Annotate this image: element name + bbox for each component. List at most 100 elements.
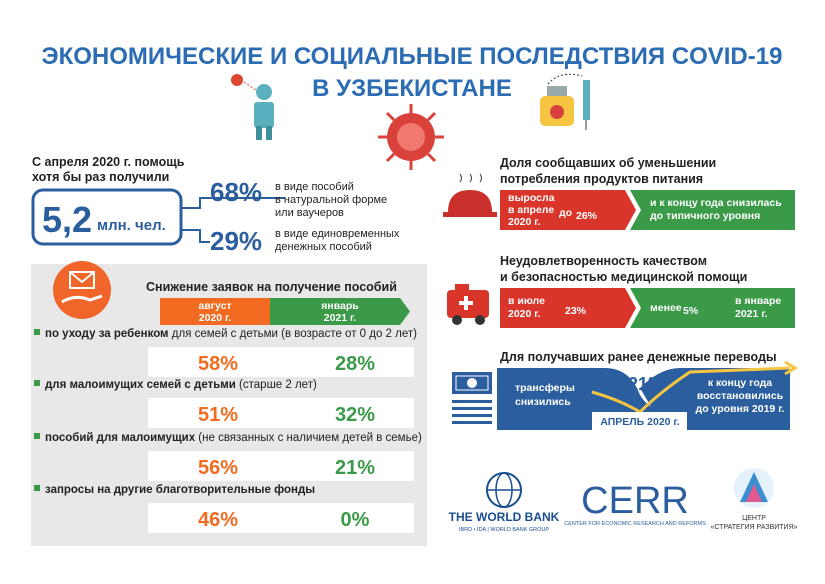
food-text: до типичного уровня	[650, 210, 760, 222]
total-box	[31, 188, 183, 246]
row-aug: 58%	[198, 353, 238, 375]
food-pct: 26%	[576, 210, 598, 222]
share-text: денежных пособий	[275, 241, 372, 253]
row-label-rest: (старше 2 лет)	[236, 379, 317, 391]
health-pct: 23%	[565, 305, 587, 317]
food-text: выросла	[508, 192, 555, 204]
col-jan-header	[270, 298, 410, 325]
row-label-rest: для семей с детьми (в возрасте от 0 до 2…	[169, 328, 418, 340]
logo-text: IBRD • IDA | WORLD BANK GROUP	[459, 527, 549, 533]
remit-text: к концу года	[708, 377, 772, 389]
col-aug-header	[160, 298, 270, 325]
health-text: менее	[650, 302, 682, 314]
person-icon	[231, 74, 274, 140]
share-text: или ваучеров	[275, 207, 344, 219]
remit-text: восстановились	[697, 390, 784, 402]
row-jan: 28%	[335, 353, 375, 375]
virus-icon	[378, 104, 444, 170]
row-aug: 51%	[198, 404, 238, 426]
remit-arrow	[784, 360, 798, 376]
aid-intro: хотя бы раз получили	[32, 170, 169, 184]
col-header-text: 2021 г.	[324, 312, 357, 324]
row-label-bold: по уходу за ребенком	[45, 328, 169, 340]
food-rose-box	[500, 190, 636, 230]
row-aug: 56%	[198, 457, 238, 479]
share-text: в виде единовременных	[275, 228, 400, 240]
logo-text: «СТРАТЕГИЯ РАЗВИТИЯ»	[710, 524, 797, 531]
col-header-text: 2020 г.	[199, 312, 232, 324]
cloche-icon	[443, 173, 497, 217]
row-label-bold: запросы на другие благотворительные фонд…	[45, 484, 315, 496]
title-line: В УЗБЕКИСТАНЕ	[312, 75, 512, 102]
row-bar	[148, 451, 414, 481]
title-line: ЭКОНОМИЧЕСКИЕ И СОЦИАЛЬНЫЕ ПОСЛЕДСТВИЯ C…	[42, 43, 783, 70]
share-29: 29%	[210, 226, 262, 256]
row-aug: 46%	[198, 509, 238, 531]
row-label-bold: для малоимущих семей с детьми	[45, 379, 236, 391]
money-icon	[452, 372, 492, 424]
food-text: и к концу года снизилась	[650, 197, 782, 209]
remit-text: на	[614, 380, 628, 392]
health-title: Неудовлетворенность качеством	[500, 254, 707, 268]
row-jan: 0%	[341, 509, 370, 531]
remit-text: снизились	[515, 396, 571, 408]
remit-pct: 21%	[628, 374, 664, 394]
health-title: и безопасностью медицинской помощи	[500, 270, 747, 284]
health-jan-box	[630, 288, 795, 328]
connector	[181, 197, 285, 243]
row-jan: 32%	[335, 404, 375, 426]
application-rows: по уходу за ребенком для семей с детьми …	[34, 328, 422, 533]
row-bar	[148, 503, 414, 533]
strategy-logo	[734, 468, 774, 508]
row-marker	[34, 329, 40, 335]
health-text: 2021 г.	[735, 308, 768, 320]
food-title: Доля сообщавших об уменьшении	[500, 156, 716, 170]
total-unit: млн. чел.	[97, 217, 166, 234]
world-bank-logo	[486, 472, 522, 508]
food-fall-box	[630, 190, 795, 230]
applications-title: Снижение заявок на получение пособий	[146, 280, 397, 294]
row-label: по уходу за ребенком для семей с детьми …	[45, 328, 417, 340]
envelope-icon	[53, 261, 111, 319]
row-marker	[34, 485, 40, 491]
logo-text: ЦЕНТР	[742, 515, 766, 522]
health-text: в январе	[735, 295, 781, 307]
remit-date: АПРЕЛЬ 2020 г.	[600, 416, 679, 428]
row-label: пособий для малоимущих (не связанных с н…	[45, 432, 422, 444]
remit-title: Для получавших ранее денежные переводы	[500, 350, 777, 364]
row-marker	[34, 433, 40, 439]
row-label: для малоимущих семей с детьми (старше 2 …	[45, 379, 317, 391]
col-header-text: январь	[321, 300, 359, 312]
remit-curve	[591, 366, 791, 414]
logo-text: THE WORLD BANK	[449, 510, 560, 524]
remit-text: до уровня 2019 г.	[696, 403, 785, 415]
total-number: 5,2	[42, 199, 92, 240]
health-text: в июле	[508, 295, 545, 307]
col-header-text: август	[198, 300, 231, 312]
row-bar	[148, 347, 414, 377]
food-title: потребления продуктов питания	[500, 172, 703, 186]
row-marker	[34, 380, 40, 386]
food-text: 2020 г.	[508, 216, 541, 228]
logo-text: CENTER FOR ECONOMIC RESEARCH AND REFORMS	[564, 521, 706, 527]
ambulance-icon	[447, 284, 489, 325]
row-bar	[148, 398, 414, 428]
health-text: 2020 г.	[508, 308, 541, 320]
row-label-bold: пособий для малоимущих	[45, 432, 196, 444]
health-pct: 5%	[683, 305, 699, 317]
food-text: до	[559, 207, 572, 219]
aid-intro: С апреля 2020 г. помощь	[32, 155, 185, 169]
remit-date-bg	[592, 412, 687, 430]
row-label: запросы на другие благотворительные фонд…	[45, 484, 315, 496]
vaccine-icon	[540, 73, 590, 130]
row-label-rest: (не связанных с наличием детей в семье)	[195, 432, 422, 444]
row-jan: 21%	[335, 457, 375, 479]
share-text: в натуральной форме	[275, 194, 387, 206]
food-text: в апреле	[508, 204, 554, 216]
remit-text: трансферы	[515, 382, 575, 394]
logo-text: CERR	[581, 480, 689, 522]
share-68: 68%	[210, 177, 262, 207]
